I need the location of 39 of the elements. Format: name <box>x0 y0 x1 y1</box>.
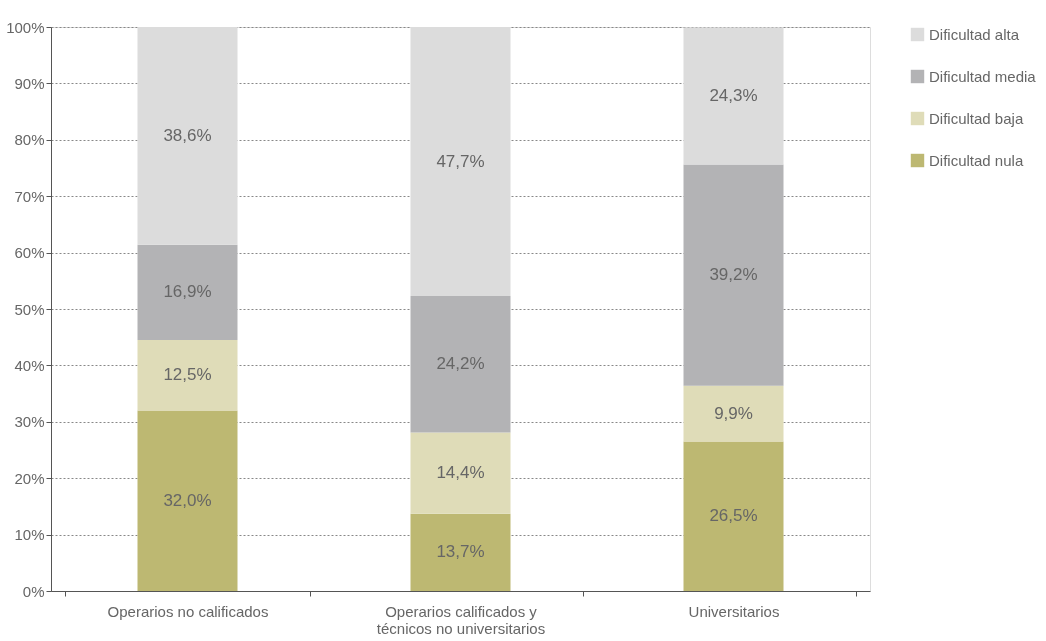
y-tick-label: 20% <box>14 469 45 487</box>
data-label: 39,2% <box>709 265 758 285</box>
data-label: 13,7% <box>436 542 485 562</box>
data-label: 16,9% <box>163 282 212 302</box>
data-label: 26,5% <box>709 506 758 526</box>
x-tick-label: Universitarios <box>688 602 780 620</box>
bar <box>683 441 784 591</box>
data-label: 24,2% <box>436 354 485 374</box>
bar <box>137 244 238 341</box>
data-label: 38,6% <box>163 125 212 145</box>
y-tick-label: 50% <box>14 300 45 318</box>
y-tick-label: 70% <box>14 187 45 205</box>
bar <box>410 296 511 433</box>
data-label: 12,5% <box>163 365 212 385</box>
y-tick-label: 0% <box>22 582 45 600</box>
bar <box>137 410 238 591</box>
legend-label: Dificultad alta <box>929 25 1020 43</box>
data-label: 32,0% <box>163 490 212 510</box>
x-tick-label: Operarios no calificados <box>107 602 269 620</box>
y-tick-label: 60% <box>14 244 45 262</box>
y-tick-label: 30% <box>14 413 45 431</box>
y-tick-label: 80% <box>14 131 45 149</box>
bar <box>683 385 784 442</box>
bar <box>410 513 511 591</box>
bar <box>410 432 511 514</box>
y-tick-label: 40% <box>14 356 45 374</box>
x-tick-label: Operarios calificados y técnicos no universitarios <box>376 602 546 637</box>
bar <box>137 340 238 411</box>
data-label: 24,3% <box>709 86 758 106</box>
y-tick-label: 100% <box>6 18 45 36</box>
legend-label: Dificultad baja <box>929 109 1024 127</box>
bar <box>683 164 784 386</box>
legend-label: Dificultad media <box>929 67 1037 85</box>
data-label: 47,7% <box>436 151 485 171</box>
data-label: 14,4% <box>436 463 485 483</box>
legend-label: Dificultad nula <box>929 151 1024 169</box>
y-tick-label: 90% <box>14 74 45 92</box>
y-tick-label: 10% <box>14 526 45 544</box>
data-label: 9,9% <box>714 403 753 423</box>
